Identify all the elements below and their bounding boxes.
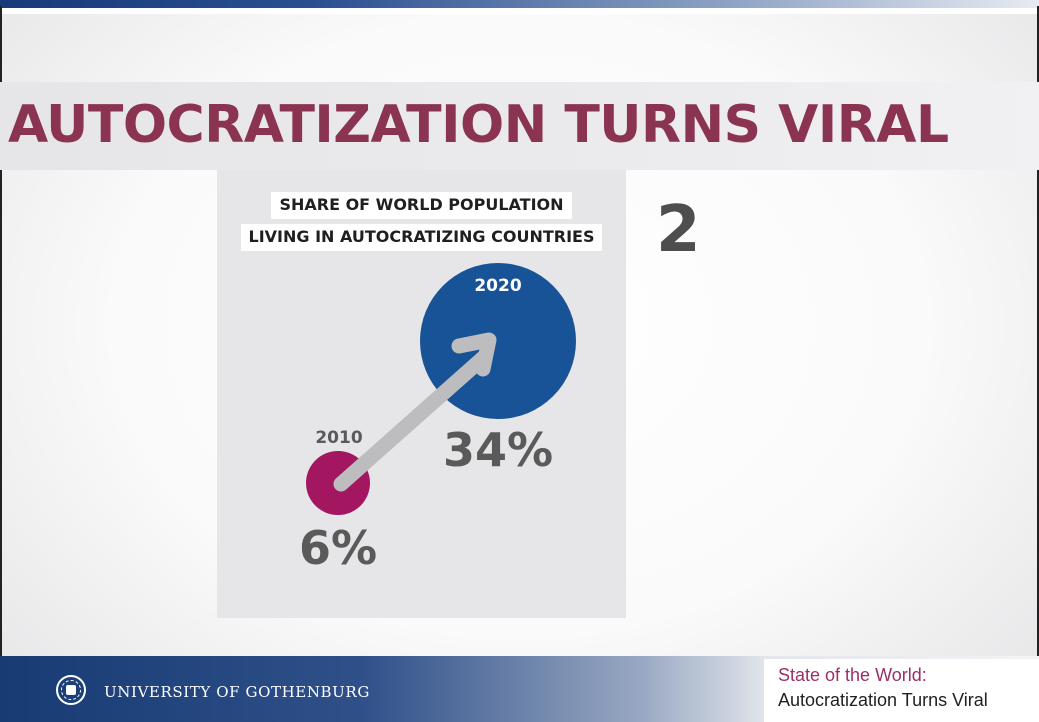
infographic-title-line2-text: LIVING IN AUTOCRATIZING COUNTRIES [240, 224, 603, 251]
footer-card-line2: Autocratization Turns Viral [778, 690, 988, 710]
title-band [0, 82, 1039, 170]
value-label-2020: 34% [443, 423, 553, 477]
growth-arrow-head [451, 332, 497, 377]
slide-number: 2 [656, 193, 701, 267]
infographic-panel: 2020 2010 34% 6% SHARE OF WORLD POPULATI… [217, 170, 626, 618]
year-label-2020: 2020 [474, 276, 521, 296]
infographic-title-line1-text: SHARE OF WORLD POPULATION [271, 192, 572, 219]
top-rule [0, 0, 1039, 14]
frame-right-border [1037, 6, 1039, 656]
infographic-title-line1: SHARE OF WORLD POPULATION [217, 192, 626, 219]
year-label-2010: 2010 [315, 428, 362, 448]
footer-card-line1: State of the World: [778, 665, 927, 685]
university-name: UNIVERSITY OF GOTHENBURG [104, 683, 370, 701]
frame-left-border [0, 6, 2, 656]
footer-title-card [764, 659, 1039, 722]
growth-arrow-shaft [333, 350, 491, 492]
infographic-graphic: 2020 2010 34% 6% [299, 263, 576, 575]
university-seal-icon [56, 675, 86, 705]
slide-title: AUTOCRATIZATION TURNS VIRAL [8, 95, 949, 155]
value-label-2010: 6% [299, 521, 377, 575]
infographic-title-line2: LIVING IN AUTOCRATIZING COUNTRIES [217, 224, 626, 251]
